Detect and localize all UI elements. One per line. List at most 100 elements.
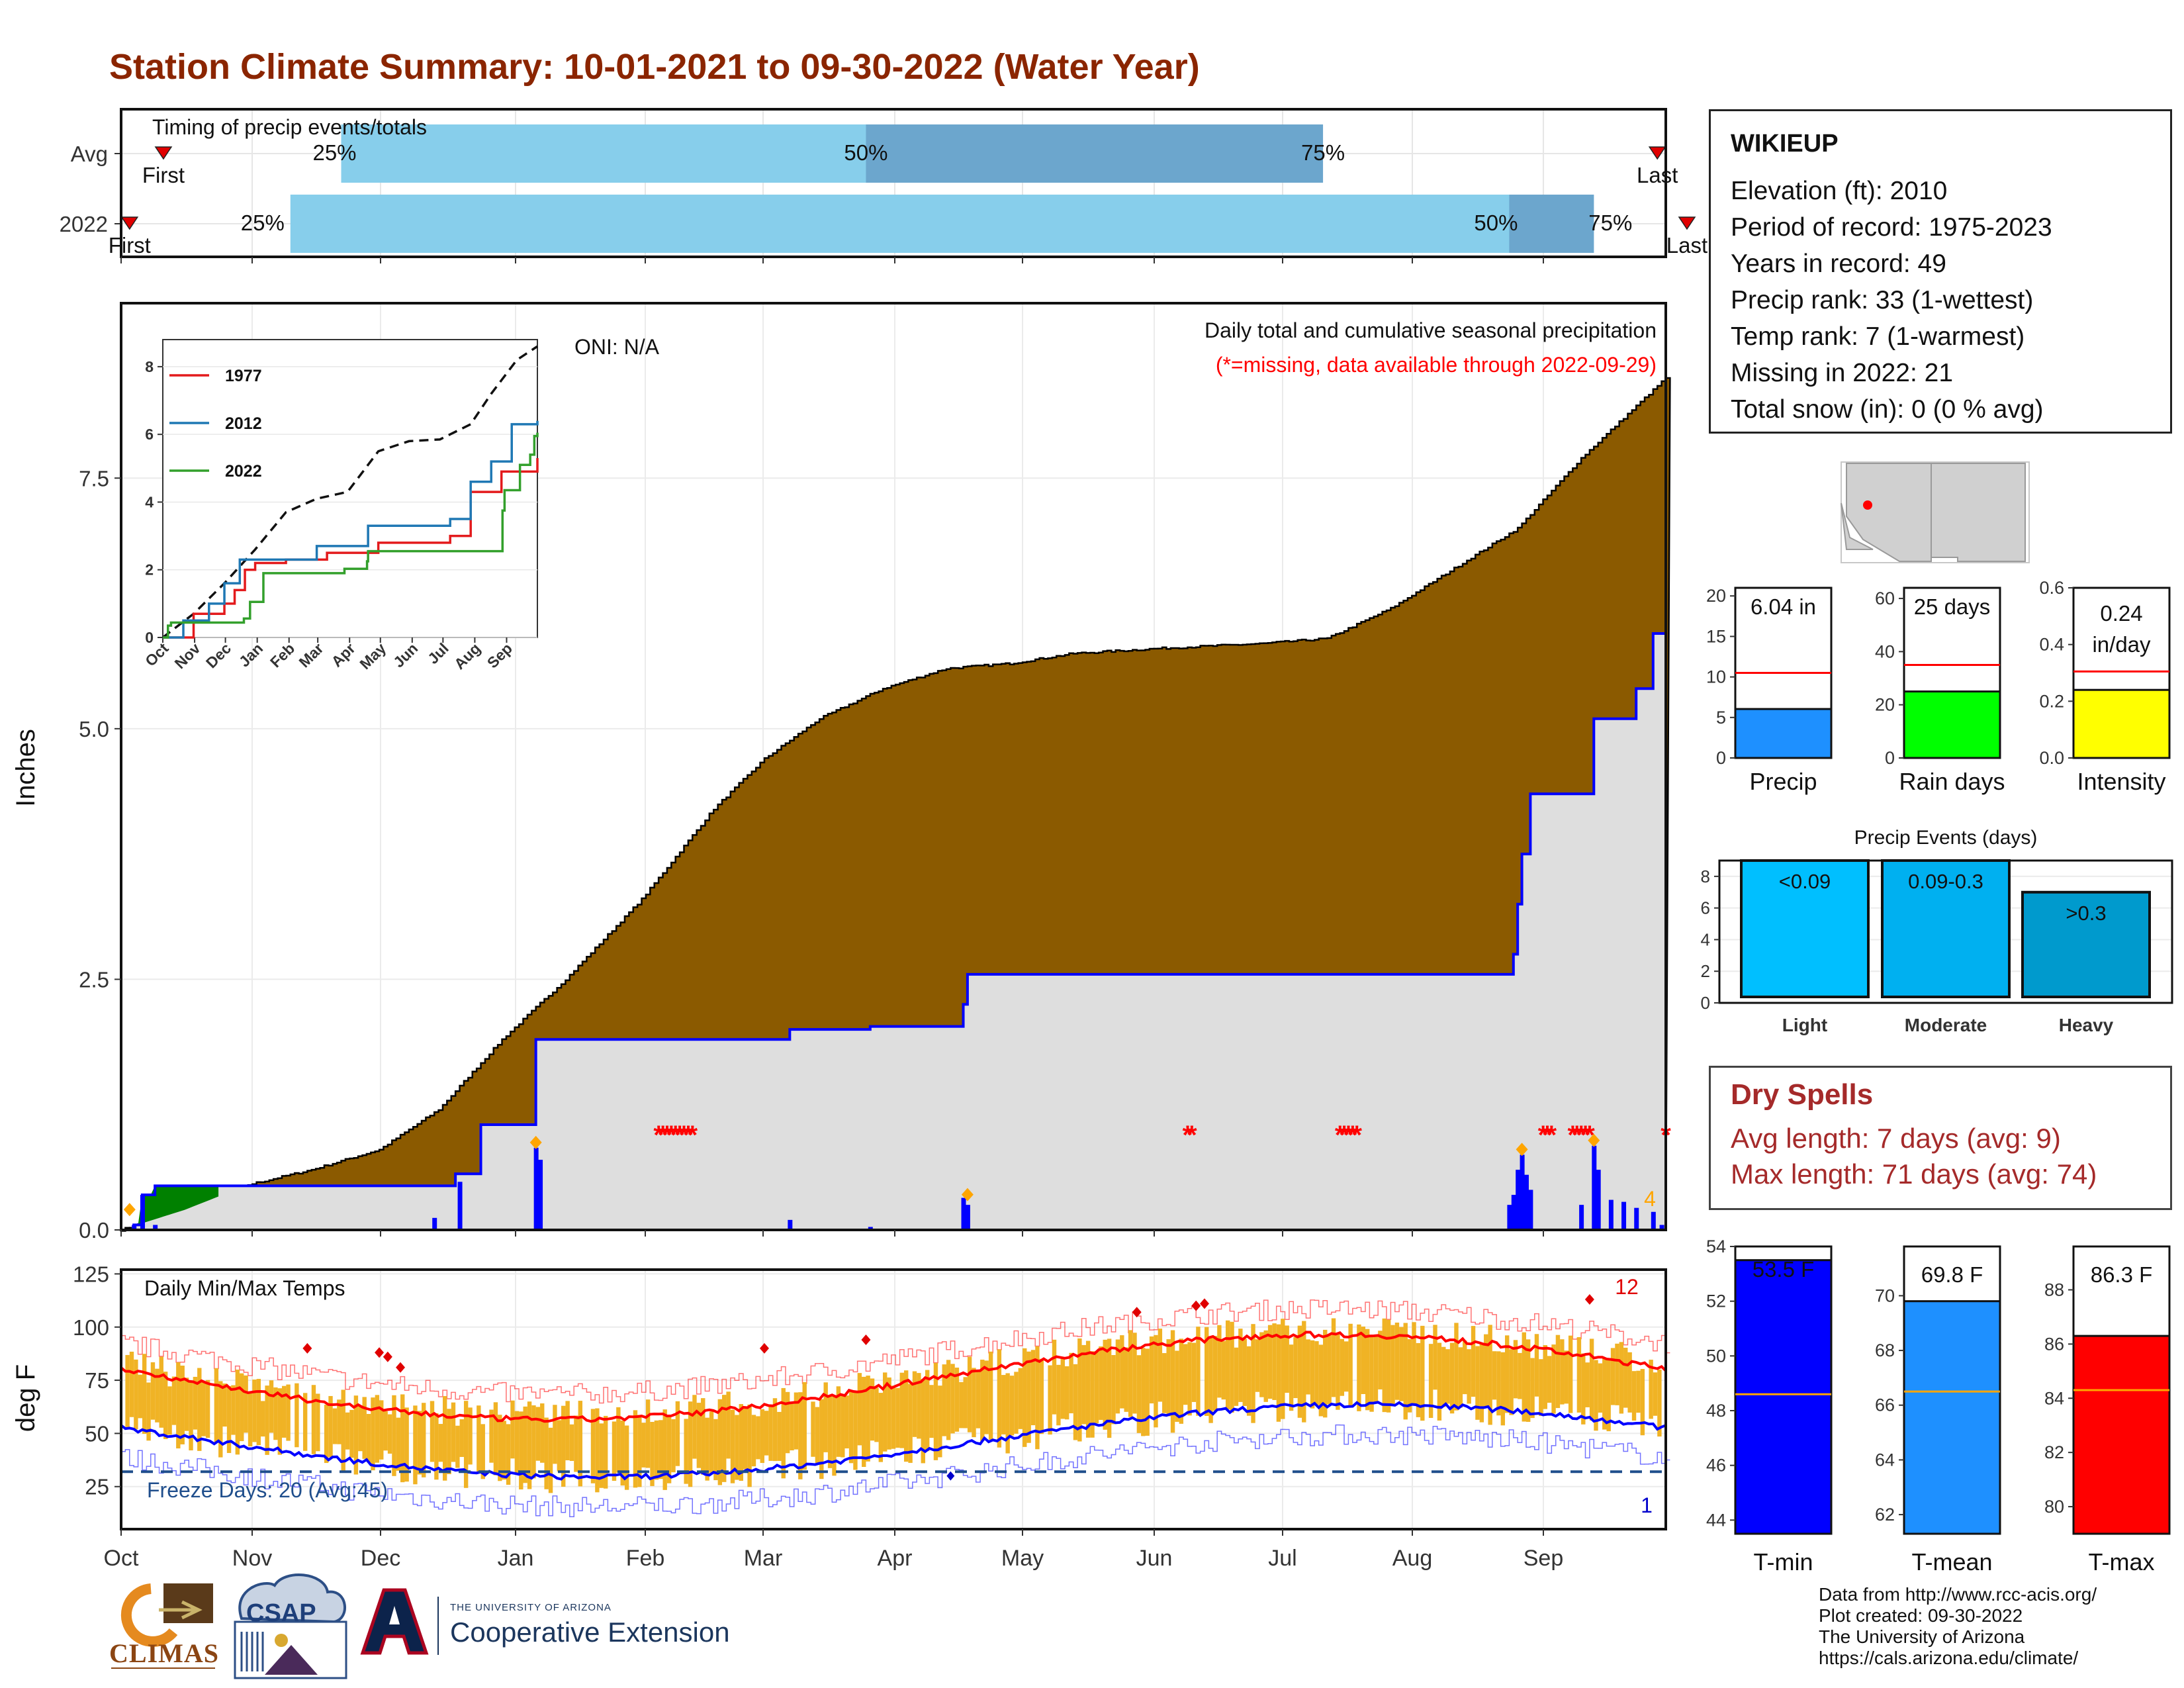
daily-temp-bar [1340,1338,1345,1396]
daily-temp-bar [1555,1335,1561,1409]
missing-day-marker: * [1580,1121,1591,1150]
daily-temp-bar [1145,1348,1150,1436]
daily-temp-bar [1594,1360,1598,1431]
map-state-california [1841,502,1874,550]
daily-temp-bar [1598,1363,1603,1413]
temp-summary-y-tick-label: 62 [1875,1505,1895,1524]
record-high-marker [396,1362,406,1373]
event-bin-label: 0.09-0.3 [1908,870,1983,893]
daily-temp-bar [1543,1345,1547,1409]
temp-summary-y-tick-label: 70 [1875,1286,1895,1305]
daily-temp-bar [159,1356,163,1428]
temp-summary-x-label: T-min [1754,1548,1813,1575]
daily-temp-bar [1412,1322,1416,1406]
summary-bar-x-label: Intensity [2077,768,2165,795]
station-name: WIKIEUP [1731,130,1839,158]
daily-temp-bar [870,1378,875,1441]
missing-day-marker: * [687,1121,698,1150]
daily-precip-bar [1621,1201,1627,1230]
daily-temp-bar [447,1409,451,1474]
daily-temp-bar [612,1421,617,1481]
precip-y-tick-label: 5.0 [79,717,109,741]
temp-summary-y-tick-label: 52 [1706,1291,1726,1311]
daily-temp-bar [760,1409,764,1464]
daily-temp-bar [988,1351,993,1440]
csap-mountain-icon [265,1645,318,1675]
daily-temp-bar [345,1412,350,1450]
above-average-area [121,1186,219,1230]
temp-summary-y-tick-label: 48 [1706,1401,1726,1421]
daily-temp-bar [899,1372,904,1448]
daily-temp-bar [252,1380,257,1442]
timing-bar-50-75 [1509,195,1594,253]
precip-summary-bars: 6.04 in 0 5 10 15 20 Precip 25 days 0 20 40 60 Rain … [1706,578,2171,795]
summary-bar-y-tick-label: 0 [1885,748,1895,768]
daily-temp-bar [1530,1358,1535,1419]
daily-temp-bar [510,1400,515,1459]
daily-temp-bar [193,1376,198,1430]
daily-temp-bar [963,1377,968,1429]
daily-temp-bar [349,1409,354,1458]
daily-temp-bar [921,1379,925,1464]
daily-temp-bar [1001,1375,1006,1434]
temp-summary-value-label: 86.3 F [2091,1262,2153,1287]
daily-temp-bar [772,1398,778,1462]
temp-summary-y-tick-label: 84 [2044,1388,2064,1408]
events-frame [1718,859,2173,1004]
cumulative-2022-line [121,623,1667,1231]
daily-temp-bar [1585,1362,1590,1407]
daily-precip-bar [961,1197,966,1230]
summary-bar-y-tick-label: 20 [1706,586,1726,606]
timing-q25-label: 25% [312,140,356,165]
daily-precip-bar [965,1205,970,1230]
daily-temp-bar [1208,1336,1213,1423]
daily-temp-bar [1124,1347,1128,1412]
missing-day-marker: * [658,1121,668,1150]
daily-temp-bar [1357,1324,1361,1411]
month-tick-label: May [1001,1546,1044,1571]
inset-legend-label: 2012 [225,414,262,433]
daily-temp-bar [1403,1323,1408,1420]
daily-temp-bar [358,1405,363,1452]
events-y-tick-label: 8 [1701,867,1710,886]
daily-temp-bar [1327,1335,1332,1405]
daily-temp-bar [1606,1360,1611,1432]
month-tick-label: Apr [878,1546,913,1571]
daily-temp-bar [150,1362,156,1420]
daily-temp-bar [261,1401,265,1437]
daily-temp-bar [366,1413,371,1463]
daily-temp-bar [129,1351,134,1417]
daily-temp-bar [1272,1323,1277,1400]
daily-precip-bar [1520,1154,1525,1230]
daily-temp-bar [302,1393,308,1451]
timing-last-label: Last [1637,163,1678,187]
daily-temp-bar [171,1376,177,1425]
daily-temp-bar [1525,1339,1531,1422]
daily-temp-bar [214,1368,219,1443]
daily-temp-bar [477,1405,481,1474]
summary-bar-y-tick-label: 5 [1716,708,1726,727]
daily-temp-bar [392,1395,396,1476]
daily-temp-bar [802,1382,807,1470]
daily-temp-bar [1005,1373,1010,1454]
record-high-marker [383,1351,392,1362]
summary-bar [1734,708,1833,759]
daily-temp-bar [1196,1327,1201,1416]
missing-day-marker: * [1187,1121,1197,1150]
temp-y-axis-title: deg F [11,1364,40,1432]
timing-last-marker [1648,146,1666,160]
daily-temp-bar [1581,1353,1586,1425]
daily-temp-bar [1314,1341,1319,1406]
station-location-dot [1863,500,1872,510]
inset-legend-label: 1977 [225,367,262,385]
record-high-marker [1191,1300,1201,1311]
daily-temp-bar [523,1406,527,1483]
summary-bar-y-tick-label: 60 [1875,588,1895,608]
daily-temp-bar [768,1406,773,1461]
daily-temp-bar [1399,1327,1404,1401]
summary-bar-y-tick-label: 10 [1706,667,1726,687]
daily-temp-bar [404,1407,409,1482]
record-high-count: 12 [1615,1275,1639,1299]
daily-temp-bar [1361,1326,1365,1395]
temp-summary-y-tick-label: 68 [1875,1340,1895,1360]
